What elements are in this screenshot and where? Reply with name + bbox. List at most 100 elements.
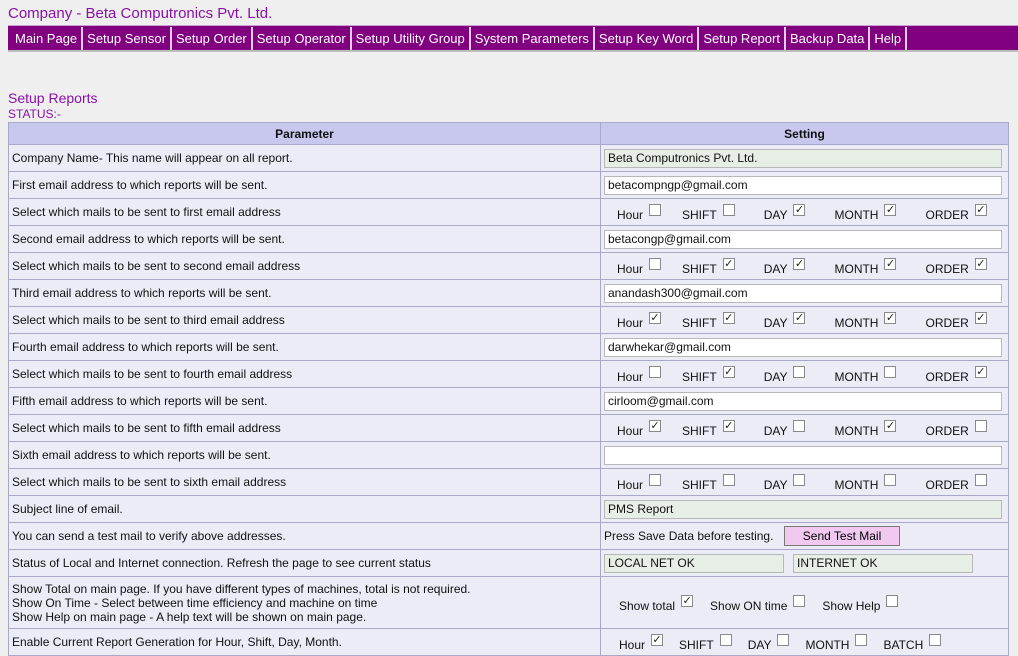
- order-checkbox[interactable]: [974, 420, 987, 432]
- hour-checkbox[interactable]: ✓: [649, 419, 662, 432]
- email2-field[interactable]: [604, 229, 1002, 249]
- nav-system-parameters[interactable]: System Parameters: [471, 26, 595, 50]
- month-checkbox[interactable]: ✓: [884, 257, 897, 270]
- show-total-description: Show Total on main page. If you have dif…: [12, 581, 471, 596]
- table-row: Select which mails to be sent to third e…: [8, 306, 1009, 334]
- checkbox-group: Hour: [617, 364, 662, 384]
- checkbox-label: DAY: [763, 316, 788, 330]
- checkbox-group: ORDER ✓: [925, 202, 987, 222]
- hour-checkbox[interactable]: [649, 366, 662, 378]
- hour-checkbox[interactable]: [649, 474, 662, 486]
- checkbox-group: Hour ✓: [617, 418, 662, 438]
- order-checkbox[interactable]: ✓: [974, 311, 987, 324]
- email3-field[interactable]: [604, 283, 1002, 303]
- checkbox-group: Hour: [617, 472, 662, 492]
- checkbox-group: SHIFT ✓: [682, 256, 735, 276]
- checkbox-group: ORDER ✓: [925, 310, 987, 330]
- order-checkbox[interactable]: ✓: [974, 257, 987, 270]
- checkbox-label: DAY: [763, 370, 788, 384]
- day-checkbox[interactable]: ✓: [793, 257, 806, 270]
- table-row: Select which mails to be sent to first e…: [8, 198, 1009, 226]
- send-test-mail-button[interactable]: Send Test Mail: [783, 526, 901, 546]
- checkbox-group: MONTH ✓: [834, 310, 897, 330]
- shift-checkbox[interactable]: [719, 634, 732, 646]
- table-row: Third email address to which reports wil…: [8, 279, 1009, 307]
- month-checkbox[interactable]: ✓: [884, 203, 897, 216]
- checkbox-label: Hour: [617, 370, 644, 384]
- email4-field[interactable]: [604, 337, 1002, 357]
- shift-checkbox[interactable]: ✓: [722, 419, 735, 432]
- mail-options-1: Hour SHIFT DAY ✓ MONTH ✓ ORDER ✓: [604, 202, 1005, 222]
- day-checkbox[interactable]: [793, 474, 806, 486]
- order-checkbox[interactable]: ✓: [974, 365, 987, 378]
- day-checkbox[interactable]: ✓: [793, 203, 806, 216]
- table-row: Second email address to which reports wi…: [8, 225, 1009, 253]
- day-checkbox[interactable]: [793, 420, 806, 432]
- shift-checkbox[interactable]: ✓: [722, 365, 735, 378]
- nav-main-page[interactable]: Main Page: [11, 26, 84, 50]
- hour-checkbox[interactable]: ✓: [649, 311, 662, 324]
- nav-setup-report[interactable]: Setup Report: [699, 26, 786, 50]
- checkbox-label: Hour: [619, 638, 646, 652]
- show-on-time-checkbox[interactable]: [793, 594, 806, 607]
- checkbox-label: ORDER: [925, 370, 969, 384]
- month-checkbox[interactable]: [884, 474, 897, 486]
- checkbox-group: Hour: [617, 202, 662, 222]
- month-checkbox[interactable]: ✓: [884, 419, 897, 432]
- show-total-checkbox[interactable]: ✓: [681, 593, 694, 607]
- month-checkbox[interactable]: [884, 366, 897, 378]
- checkbox-group: Hour ✓: [619, 632, 664, 652]
- column-header-setting: Setting: [600, 122, 1009, 145]
- param-label: Fourth email address to which reports wi…: [8, 333, 601, 361]
- param-label: Status of Local and Internet connection.…: [8, 549, 601, 577]
- batch-checkbox[interactable]: [929, 634, 942, 646]
- checkbox-label: SHIFT: [682, 316, 717, 330]
- param-label: Fifth email address to which reports wil…: [8, 387, 601, 415]
- mail-options-3: Hour ✓ SHIFT ✓ DAY ✓ MONTH ✓ ORDER ✓: [604, 310, 1005, 330]
- nav-setup-sensor[interactable]: Setup Sensor: [83, 26, 172, 50]
- checkbox-group: DAY: [764, 364, 806, 384]
- subject-field[interactable]: [604, 499, 1002, 519]
- hour-checkbox[interactable]: ✓: [651, 633, 664, 646]
- nav-setup-utility-group[interactable]: Setup Utility Group: [352, 26, 471, 50]
- checkbox-group: MONTH: [834, 472, 897, 492]
- nav-help[interactable]: Help: [870, 26, 908, 50]
- order-checkbox[interactable]: [974, 474, 987, 486]
- hour-checkbox[interactable]: [649, 204, 662, 216]
- day-checkbox[interactable]: [777, 634, 790, 646]
- month-checkbox[interactable]: ✓: [884, 311, 897, 324]
- nav-setup-operator[interactable]: Setup Operator: [253, 26, 352, 50]
- hour-checkbox[interactable]: [649, 258, 662, 270]
- company-name-field[interactable]: [604, 148, 1002, 168]
- nav-backup-data[interactable]: Backup Data: [786, 26, 871, 50]
- checkbox-label: ORDER: [925, 478, 969, 492]
- table-row: Select which mails to be sent to second …: [8, 252, 1009, 280]
- email5-field[interactable]: [604, 391, 1002, 411]
- checkbox-label: Show total: [619, 598, 676, 613]
- email6-field[interactable]: [604, 445, 1002, 465]
- nav-setup-order[interactable]: Setup Order: [172, 26, 253, 50]
- month-checkbox[interactable]: [855, 634, 868, 646]
- checkbox-label: MONTH: [805, 638, 850, 652]
- mail-options-5: Hour ✓ SHIFT ✓ DAY MONTH ✓ ORDER: [604, 418, 1005, 438]
- email1-field[interactable]: [604, 175, 1002, 195]
- checkbox-label: SHIFT: [679, 638, 714, 652]
- shift-checkbox[interactable]: [722, 204, 735, 216]
- shift-checkbox[interactable]: ✓: [722, 257, 735, 270]
- checkbox-label: ORDER: [925, 424, 969, 438]
- day-checkbox[interactable]: [793, 366, 806, 378]
- shift-checkbox[interactable]: [722, 474, 735, 486]
- nav-setup-key-word[interactable]: Setup Key Word: [595, 26, 700, 50]
- checkbox-group: MONTH: [834, 364, 897, 384]
- checkbox-label: ORDER: [925, 316, 969, 330]
- shift-checkbox[interactable]: ✓: [722, 311, 735, 324]
- show-help-checkbox[interactable]: [886, 594, 899, 607]
- checkbox-label: DAY: [763, 262, 788, 276]
- order-checkbox[interactable]: ✓: [974, 203, 987, 216]
- checkbox-group: MONTH ✓: [834, 202, 897, 222]
- param-label: Company Name- This name will appear on a…: [8, 144, 601, 172]
- column-header-parameter: Parameter: [8, 122, 601, 145]
- param-label: Enable Current Report Generation for Hou…: [8, 628, 601, 656]
- checkbox-label: SHIFT: [682, 370, 717, 384]
- day-checkbox[interactable]: ✓: [793, 311, 806, 324]
